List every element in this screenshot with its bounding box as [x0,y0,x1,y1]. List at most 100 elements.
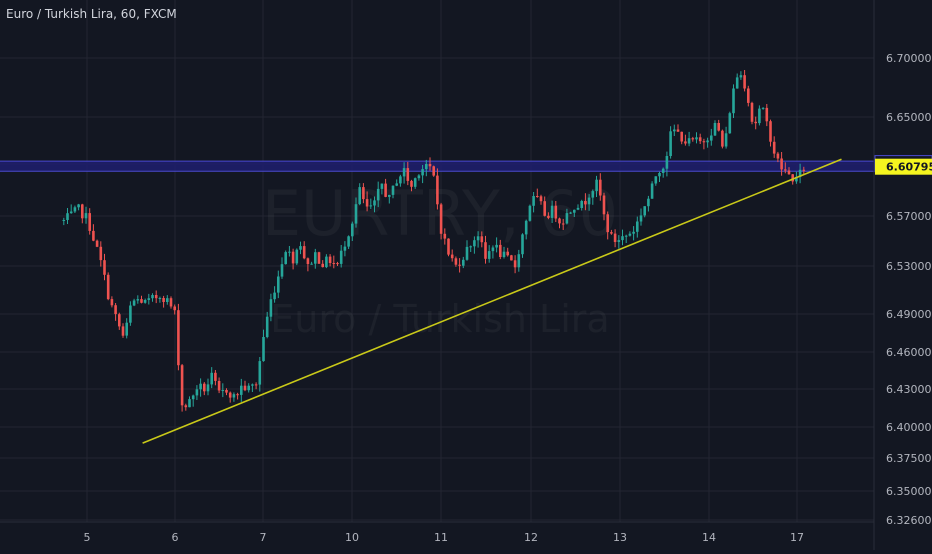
price-tick-label: 6.43000 [886,383,932,396]
candle-body [669,131,672,156]
candle-body [103,260,106,275]
candle-body [761,107,765,109]
candle-body [210,372,213,385]
candle-body [787,170,791,175]
candle-body [458,264,461,266]
candle-body [291,251,295,264]
candle-body [284,252,287,265]
candle-body [639,215,643,222]
candle-body [143,300,147,303]
candle-body [380,183,384,189]
candle-body [236,394,239,396]
candle-body [735,77,739,89]
candles [62,70,806,412]
candle-body [469,246,472,248]
candle-body [432,166,435,176]
candle-body [510,255,513,261]
candle-body [358,187,361,205]
candle-body [314,252,317,264]
candle-body [365,199,369,207]
support-trendline[interactable] [142,158,842,444]
candle-body [81,204,84,219]
time-tick-label: 11 [434,531,448,544]
candle-body [443,233,447,239]
candle-body [277,276,280,293]
candle-body [684,141,687,144]
candle-body [495,244,498,248]
candle-body [339,250,343,264]
candle-body [628,233,632,236]
candle-body [129,305,132,323]
watermark-description: Euro / Turkish Lira [270,297,609,341]
current-price-marker[interactable] [875,158,932,175]
candle-body [173,306,176,311]
candle-body [780,158,783,170]
candle-body [410,180,413,187]
candle-body [491,247,495,252]
candle-body [154,295,158,299]
candle-body [114,305,117,315]
candle-body [121,326,125,336]
candle-body [721,130,724,147]
candle-body [447,238,450,255]
candle-body [599,179,602,196]
candle-body [554,205,558,219]
candle-body [306,258,310,264]
candle-body [654,176,658,184]
candle-body [369,205,373,207]
candle-body [99,246,103,261]
candle-body [169,298,173,307]
candle-body [795,176,798,182]
candle-body [88,213,91,231]
resistance-band[interactable] [0,161,874,172]
candle-body [199,383,202,390]
candle-body [676,129,680,132]
candle-body [558,218,561,224]
candle-body [321,263,324,268]
candle-body [395,183,398,186]
candle-body [550,205,554,218]
candle-body [77,204,80,208]
time-tick-label: 10 [345,531,359,544]
candle-body [425,164,428,170]
candle-body [587,197,591,205]
candle-body [713,123,717,136]
candle-body [147,298,151,300]
candle-body [769,121,772,142]
candle-body [791,174,794,182]
candle-body [388,194,391,197]
candle-body [62,220,66,221]
candle-body [225,390,228,393]
candle-body [661,168,665,173]
time-tick-label: 14 [702,531,716,544]
candle-body [243,385,247,391]
candle-body [673,129,676,132]
candle-body [343,246,347,251]
candle-body [632,231,635,234]
candle-body [118,314,121,327]
candle-body [317,252,321,264]
price-tick-label: 6.35000 [886,485,932,498]
candle-body [687,138,691,144]
candle-body [547,215,550,218]
price-tick-label: 6.40000 [886,421,932,434]
current-price-label: 6.60795 [886,161,932,174]
candle-body [462,259,465,266]
price-tick-label: 6.37500 [886,452,932,465]
candle-body [177,310,180,366]
candle-body [591,191,595,198]
candle-body [698,137,702,142]
candle-body [110,299,114,306]
candle-body [513,260,517,268]
trendline[interactable] [142,158,842,444]
candle-body [573,209,576,213]
candle-body [84,213,88,219]
candle-body [750,102,754,122]
candle-body [539,196,543,202]
candle-body [402,168,406,177]
price-tick-label: 6.57000 [886,210,932,223]
candle-body [106,274,110,300]
